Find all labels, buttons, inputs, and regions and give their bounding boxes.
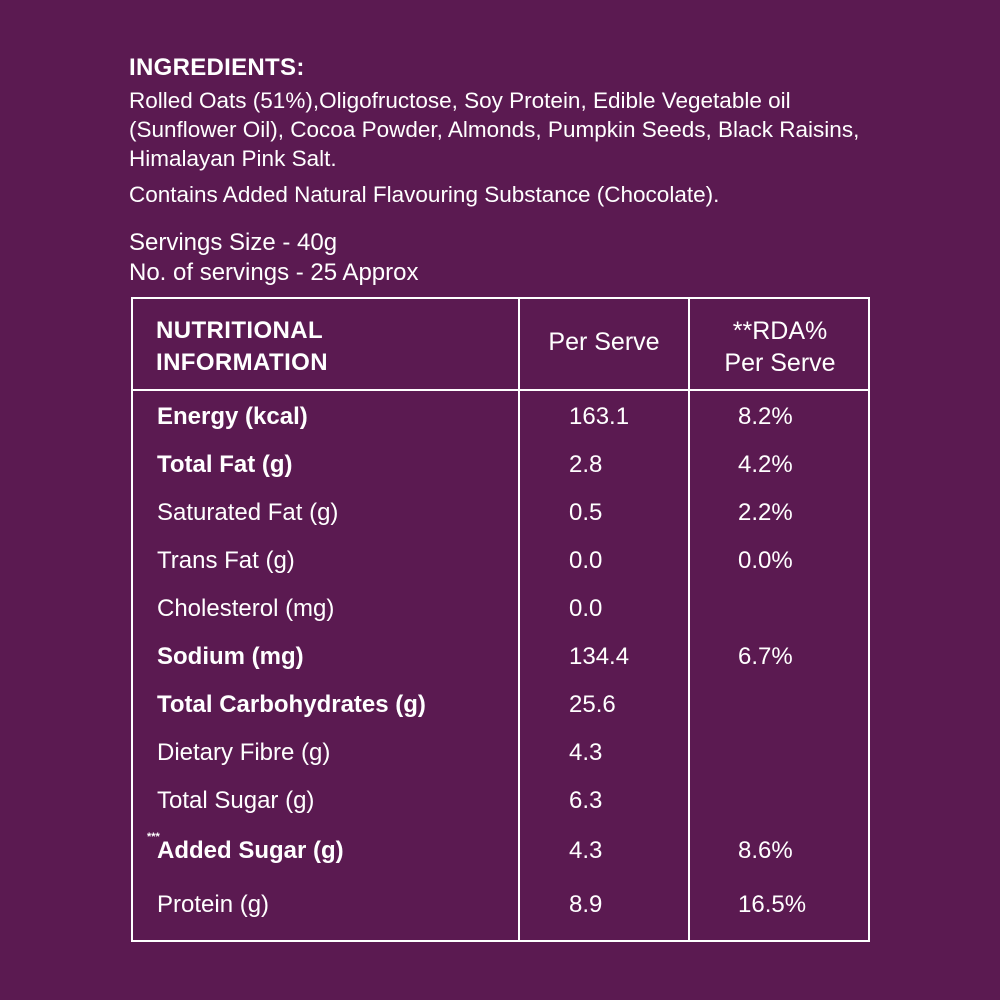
nutrient-name: Sodium (mg) (157, 643, 304, 670)
header-nutritional-information: NUTRITIONAL INFORMATION (156, 315, 328, 379)
table-row: Saturated Fat (g) 0.5 2.2% (133, 499, 868, 547)
per-serve-value: 134.4 (569, 643, 630, 670)
ingredients-title: INGREDIENTS: (129, 54, 305, 81)
table-row: Total Carbohydrates (g) 25.6 (133, 691, 868, 739)
per-serve-value: 0.0 (569, 547, 603, 574)
nutrient-name: Cholesterol (mg) (157, 595, 335, 622)
serving-count: No. of servings - 25 Approx (129, 259, 419, 286)
flavour-note: Contains Added Natural Flavouring Substa… (129, 182, 720, 207)
rda-value: 0.0% (738, 547, 793, 574)
nutrient-name: Protein (g) (157, 891, 270, 918)
servings-info: Servings Size - 40g No. of servings - 25… (129, 228, 418, 288)
header-line: INFORMATION (156, 349, 328, 376)
table-row: Total Fat (g) 2.8 4.2% (133, 451, 868, 499)
nutrient-name: Total Fat (g) (157, 451, 293, 478)
per-serve-value: 0.0 (569, 595, 603, 622)
header-line: **RDA% (732, 317, 828, 345)
header-divider (133, 389, 868, 391)
per-serve-value: 163.1 (569, 403, 630, 430)
column-divider (518, 299, 520, 940)
rda-value: 6.7% (738, 643, 793, 670)
per-serve-value: 6.3 (569, 787, 603, 814)
table-row: Sodium (mg) 134.4 6.7% (133, 643, 868, 691)
rda-value: 8.2% (738, 403, 793, 430)
header-per-serve: Per Serve (548, 328, 660, 356)
per-serve-value: 4.3 (569, 739, 603, 766)
header-rda: **RDA% Per Serve (690, 315, 870, 379)
table-row: Energy (kcal) 163.1 8.2% (133, 403, 868, 451)
ingredients-text: Rolled Oats (51%),Oligofructose, Soy Pro… (129, 88, 860, 171)
nutrient-name: Dietary Fibre (g) (157, 739, 331, 766)
nutrient-name: Trans Fat (g) (157, 547, 295, 574)
header-line: NUTRITIONAL (156, 317, 324, 344)
table-row: Trans Fat (g) 0.0 0.0% (133, 547, 868, 595)
table-row: *** Added Sugar (g) 4.3 8.6% (133, 831, 868, 885)
nutrient-name: Energy (kcal) (157, 403, 308, 430)
column-divider (688, 299, 690, 940)
nutrient-label: Added Sugar (g) (157, 837, 344, 864)
table-row: Cholesterol (mg) 0.0 (133, 595, 868, 643)
per-serve-value: 8.9 (569, 891, 603, 918)
serving-size: Servings Size - 40g (129, 229, 338, 256)
rda-value: 8.6% (738, 837, 793, 864)
nutrient-name: Total Carbohydrates (g) (157, 691, 426, 718)
rda-value: 4.2% (738, 451, 793, 478)
rda-value: 16.5% (738, 891, 807, 918)
table-row: Total Sugar (g) 6.3 (133, 787, 868, 835)
nutrient-name: Total Sugar (g) (157, 787, 315, 814)
table-row: Dietary Fibre (g) 4.3 (133, 739, 868, 787)
footnote-marker: *** (147, 831, 160, 843)
per-serve-value: 2.8 (569, 451, 603, 478)
nutrient-name: Saturated Fat (g) (157, 499, 339, 526)
per-serve-value: 4.3 (569, 837, 603, 864)
nutrition-table: NUTRITIONAL INFORMATION Per Serve **RDA%… (131, 297, 870, 942)
per-serve-value: 0.5 (569, 499, 603, 526)
nutrient-name: *** Added Sugar (g) (147, 831, 344, 865)
rda-value: 2.2% (738, 499, 793, 526)
header-line: Per Serve (724, 349, 836, 377)
per-serve-value: 25.6 (569, 691, 616, 718)
table-row: Protein (g) 8.9 16.5% (133, 891, 868, 939)
